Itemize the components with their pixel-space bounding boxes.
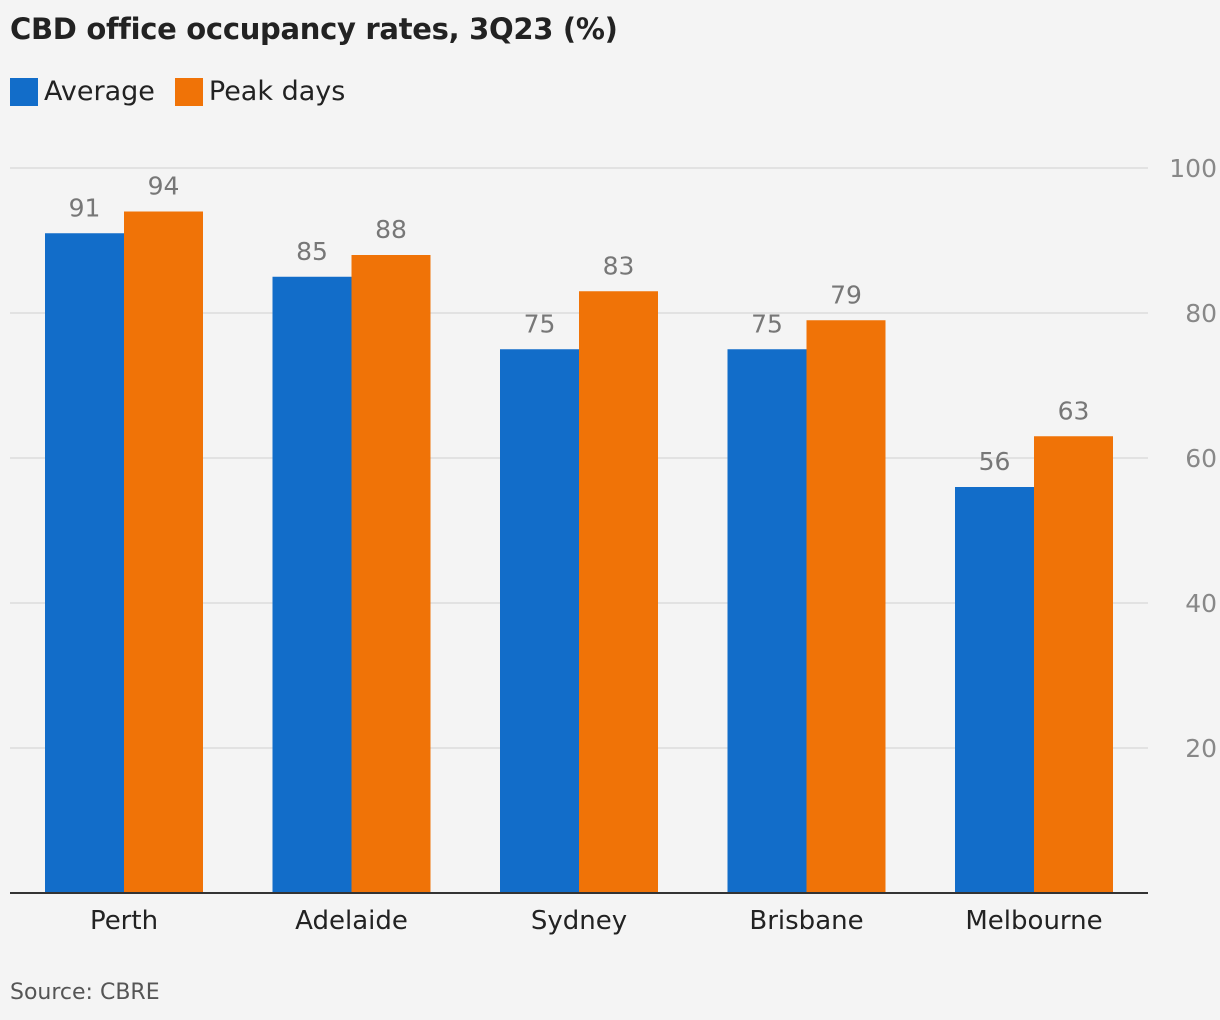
legend-label-average: Average <box>44 76 155 107</box>
chart-title: CBD office occupancy rates, 3Q23 (%) <box>10 12 618 46</box>
legend: Average Peak days <box>10 76 365 107</box>
legend-item-peak-days: Peak days <box>174 76 346 107</box>
bar-average <box>727 349 807 893</box>
bar-peak-days <box>1034 436 1113 893</box>
data-label: 75 <box>524 309 556 338</box>
bar-peak-days <box>351 255 431 893</box>
data-label: 79 <box>830 280 862 309</box>
x-tick-label: Perth <box>90 906 158 936</box>
bar-average <box>45 233 124 893</box>
source-note: Source: CBRE <box>10 980 160 1005</box>
legend-swatch-average <box>10 77 38 106</box>
data-label: 56 <box>979 447 1011 476</box>
y-tick-label: 20 <box>1185 734 1217 763</box>
x-tick-label: Melbourne <box>965 906 1102 936</box>
y-tick-label: 60 <box>1185 444 1217 473</box>
x-tick-label: Brisbane <box>749 906 863 936</box>
data-label: 83 <box>603 251 635 280</box>
legend-label-peak-days: Peak days <box>208 76 346 107</box>
data-label: 63 <box>1058 396 1090 425</box>
x-tick-label: Sydney <box>531 906 627 936</box>
y-tick-label: 40 <box>1185 589 1217 618</box>
data-label: 88 <box>375 215 407 244</box>
bar-peak-days <box>806 320 886 893</box>
legend-swatch-peak-days <box>174 77 203 106</box>
bar-average <box>955 487 1034 893</box>
legend-item-average: Average <box>10 76 155 107</box>
data-label: 75 <box>751 309 783 338</box>
bar-average <box>500 349 579 893</box>
bar-peak-days <box>124 211 203 893</box>
data-label: 94 <box>148 172 180 201</box>
data-label: 91 <box>69 193 101 222</box>
x-tick-label: Adelaide <box>295 906 408 936</box>
y-tick-label: 100 <box>1169 154 1217 183</box>
data-label: 85 <box>296 237 328 266</box>
bar-peak-days <box>579 291 658 893</box>
bar-average <box>272 276 352 893</box>
y-tick-label: 80 <box>1185 299 1217 328</box>
